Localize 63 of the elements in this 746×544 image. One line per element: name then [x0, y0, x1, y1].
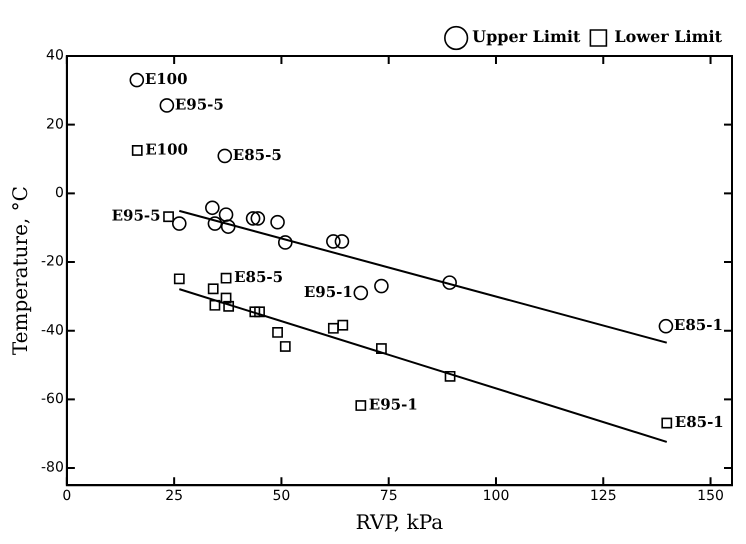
point [217, 148, 232, 164]
point [270, 214, 285, 230]
annotation: E85-5 [234, 268, 284, 286]
point [658, 318, 674, 334]
point [218, 207, 234, 222]
point [337, 320, 348, 331]
y-tick-label: -80 [40, 460, 64, 476]
point [205, 200, 220, 216]
y-tick-label: 40 [46, 48, 64, 64]
y-axis-title: Temperature, °C [8, 186, 32, 356]
point [220, 219, 236, 234]
y-tick-label: -40 [40, 322, 64, 338]
point [132, 145, 143, 156]
x-tick-label: 150 [697, 488, 724, 504]
y-tick-label: 0 [54, 184, 64, 201]
annotation: E95-5 [174, 95, 224, 114]
point [334, 234, 350, 249]
point [250, 211, 266, 226]
point [272, 327, 283, 338]
point [223, 300, 234, 312]
y-tick-label: -20 [40, 254, 64, 270]
point [326, 234, 341, 249]
point [210, 300, 220, 311]
point [130, 72, 144, 88]
annotation: E100 [145, 140, 188, 158]
point [249, 306, 260, 318]
annotation: E85-5 [232, 146, 282, 164]
point [661, 418, 672, 428]
annotation: E95-5 [112, 206, 161, 225]
point [355, 400, 366, 411]
x-tick-label: 125 [590, 488, 617, 504]
point [444, 370, 456, 382]
point [160, 98, 174, 113]
point [208, 283, 219, 294]
point [220, 272, 232, 284]
point [246, 211, 260, 226]
point [442, 275, 457, 290]
point [172, 216, 187, 231]
point [354, 286, 368, 300]
point [328, 322, 339, 334]
x-tick-label: 50 [272, 488, 290, 504]
y-tick-label: 20 [46, 116, 64, 132]
x-tick-label: 100 [482, 488, 510, 504]
x-axis-title: RVP, kPa [356, 510, 444, 534]
point [280, 341, 291, 352]
annotation: E95-1 [368, 395, 418, 414]
point [254, 306, 265, 318]
point [376, 343, 387, 354]
legend-label: Lower Limit [614, 27, 723, 46]
x-tick-label: 25 [165, 488, 184, 504]
point [278, 235, 293, 250]
point [220, 292, 232, 304]
point [208, 216, 222, 231]
point [174, 273, 185, 284]
legend-label: Upper Limit [472, 27, 582, 46]
annotation: E100 [144, 70, 188, 88]
point [374, 278, 389, 294]
annotation: E85-1 [674, 412, 724, 431]
x-tick-label: 75 [380, 488, 398, 504]
annotation: E95-1 [304, 282, 353, 301]
annotation: E85-1 [674, 316, 723, 334]
y-tick-label: -60 [40, 391, 64, 407]
point [163, 211, 174, 222]
